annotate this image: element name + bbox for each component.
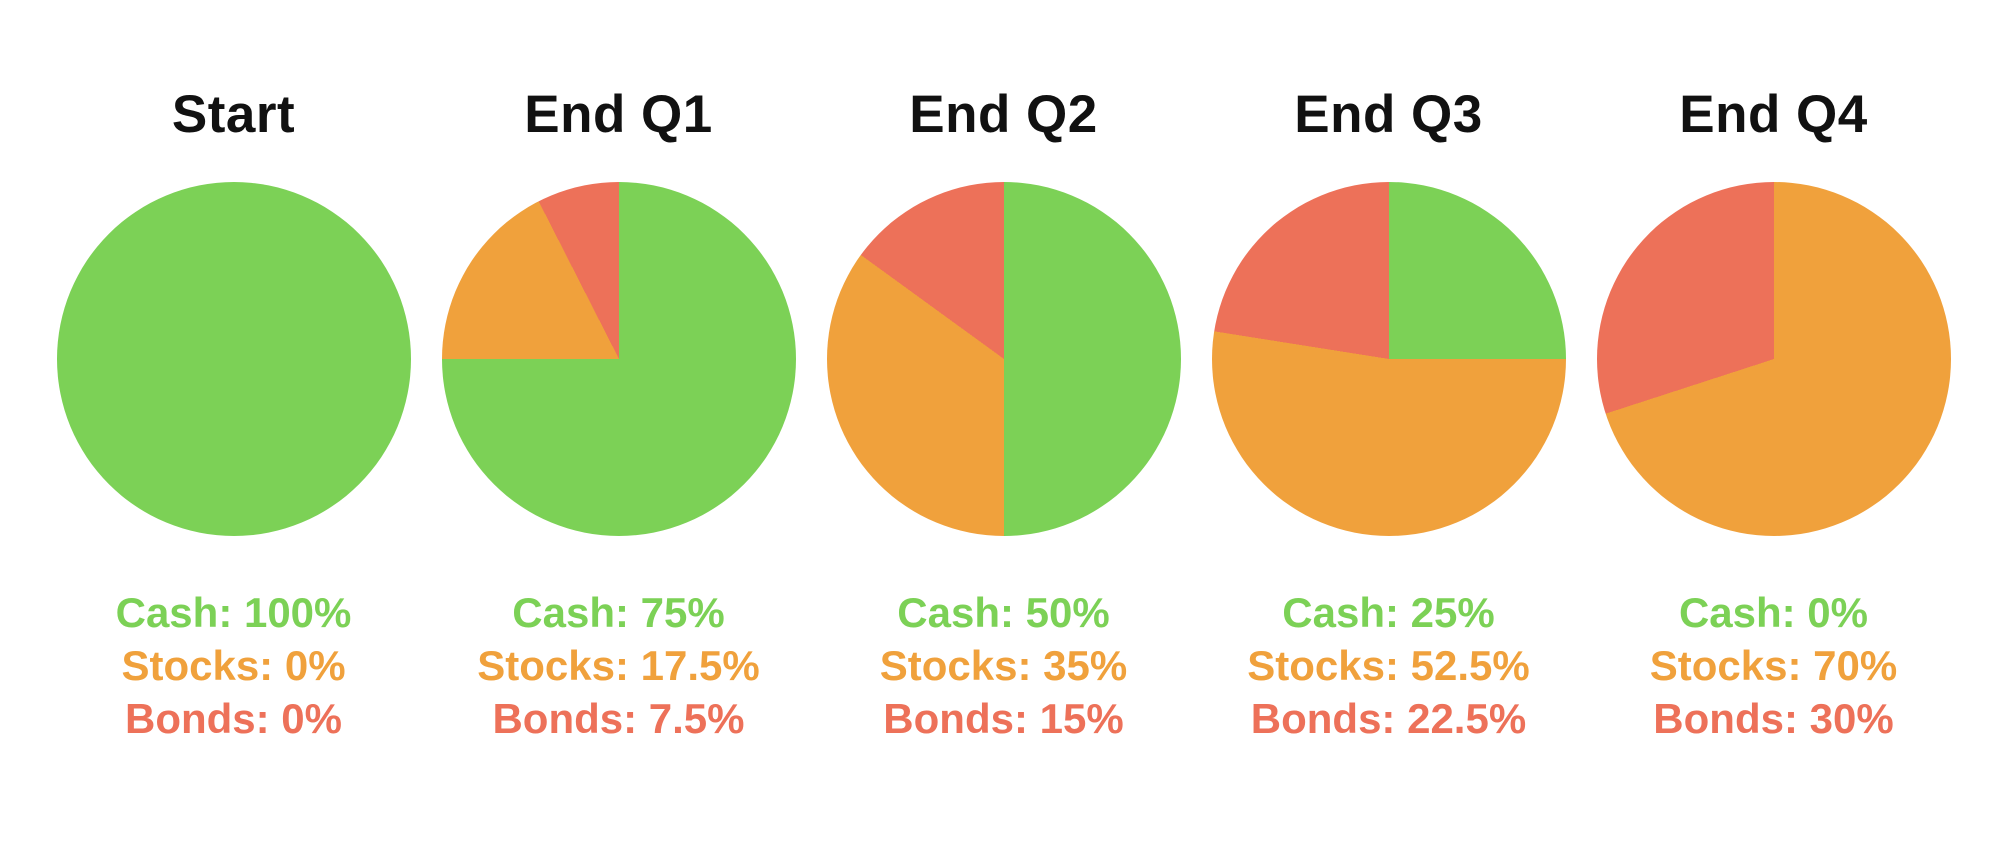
- legend-label-bonds: Bonds: 15%: [883, 695, 1124, 742]
- legend-label-stocks: Stocks: 0%: [121, 642, 346, 689]
- pie-legend: Cash: 25% Stocks: 52.5% Bonds: 22.5%: [1247, 586, 1529, 745]
- pie-title: End Q2: [909, 85, 1098, 144]
- legend-label-bonds: Bonds: 0%: [124, 695, 342, 742]
- pie-legend: Cash: 0% Stocks: 70% Bonds: 30%: [1650, 586, 1897, 745]
- pie-chart-end-q1: [441, 182, 796, 536]
- pie-legend: Cash: 100% Stocks: 0% Bonds: 0%: [116, 586, 352, 745]
- pie-legend: Cash: 75% Stocks: 17.5% Bonds: 7.5%: [477, 586, 759, 745]
- legend-label-cash: Cash: 50%: [897, 589, 1110, 636]
- pie-chart-start: [56, 182, 411, 536]
- legend-label-cash: Cash: 0%: [1678, 589, 1869, 636]
- legend-label-cash: Cash: 25%: [1282, 589, 1495, 636]
- pie-chart-end-q2: [826, 182, 1181, 536]
- legend-label-stocks: Stocks: 17.5%: [477, 642, 760, 689]
- legend-label-stocks: Stocks: 35%: [879, 642, 1128, 689]
- pie-title: End Q4: [1679, 85, 1868, 144]
- pie-column-end-q2: End Q2 Cash: 50% Stocks: 35% Bonds: 15%: [811, 86, 1196, 745]
- pie-chart-end-q3: [1211, 182, 1566, 536]
- legend-label-bonds: Bonds: 30%: [1653, 695, 1894, 742]
- pie-column-start: Start Cash: 100% Stocks: 0% Bonds: 0%: [41, 86, 426, 745]
- pie-column-end-q4: End Q4 Cash: 0% Stocks: 70% Bonds: 30%: [1581, 86, 1966, 745]
- pie-grid: Start Cash: 100% Stocks: 0% Bonds: 0% En…: [41, 86, 1966, 745]
- legend-label-cash: Cash: 75%: [512, 589, 725, 636]
- legend-label-bonds: Bonds: 22.5%: [1250, 695, 1527, 742]
- pie-title: End Q3: [1294, 85, 1483, 144]
- pie-title: End Q1: [524, 85, 713, 144]
- legend-label-bonds: Bonds: 7.5%: [492, 695, 745, 742]
- pie-chart-end-q4: [1596, 182, 1951, 536]
- legend-label-stocks: Stocks: 52.5%: [1247, 642, 1530, 689]
- legend-label-stocks: Stocks: 70%: [1649, 642, 1898, 689]
- legend-label-cash: Cash: 100%: [115, 589, 352, 636]
- pie-column-end-q3: End Q3 Cash: 25% Stocks: 52.5% Bonds: 22…: [1196, 86, 1581, 745]
- pie-title: Start: [171, 85, 296, 144]
- pie-column-end-q1: End Q1 Cash: 75% Stocks: 17.5% Bonds: 7.…: [426, 86, 811, 745]
- pie-legend: Cash: 50% Stocks: 35% Bonds: 15%: [880, 586, 1127, 745]
